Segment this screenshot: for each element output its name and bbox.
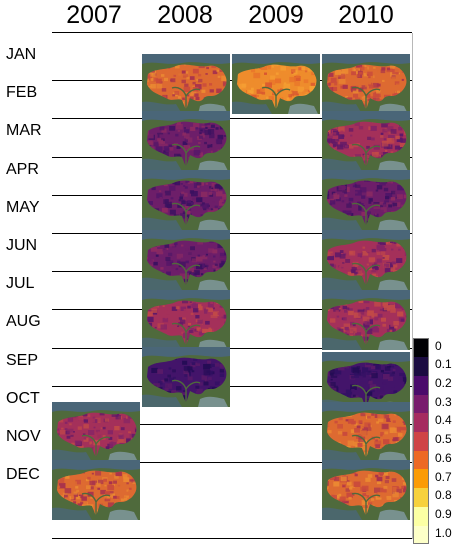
colorbar-swatch [413,450,429,470]
satellite-tile-2007-nov-dec [52,460,140,520]
row-divider [52,118,412,120]
row-divider [52,233,412,235]
colorbar-swatch [413,338,429,358]
month-label-jun: JUN [6,237,38,254]
colorbar-label: 0.9 [435,507,452,522]
month-label-apr: APR [6,160,39,178]
colorbar-label: 0.6 [435,450,452,465]
colorbar-frame [413,338,429,544]
row-divider [52,157,412,159]
colorbar-swatch [413,412,429,433]
satellite-tile-2007-oct-nov [52,402,140,462]
satellite-tile-2008-jun-jul [142,230,230,290]
satellite-tile-2010-mar-apr [322,111,410,171]
month-label-jul: JUL [6,275,35,293]
month-label-feb: FEB [6,84,38,102]
right-border [412,33,413,539]
colorbar-label: 0.5 [435,432,452,447]
satellite-tile-2010-jan-feb [322,54,410,114]
month-label-may: MAY [6,198,40,216]
satellite-tile-2008-apr-may [142,170,230,230]
satellite-tile-2008-mar-apr [142,111,230,171]
row-divider [52,462,412,464]
row-divider [52,195,412,197]
colorbar-swatch [413,469,429,489]
satellite-tile-2010-apr-may [322,170,410,230]
colorbar-label: 1.0 [435,525,452,540]
colorbar-swatch [413,431,429,451]
satellite-tile-2010-jun-jul [322,230,410,290]
month-label-oct: OCT [6,389,40,407]
colorbar-swatch [413,356,429,376]
row-divider [52,309,412,311]
row-divider [52,271,412,273]
month-label-sep: SEP [6,351,39,369]
colorbar-label: 0.3 [435,394,452,409]
satellite-tile-2010-nov-dec [322,460,410,520]
colorbar-label: 0.1 [435,357,452,372]
row-divider [52,424,412,426]
satellite-tile-2008-jan-feb [142,54,230,114]
satellite-tile-2010-jul-aug [322,290,410,350]
colorbar-swatch [413,375,429,395]
month-label-aug: AUG [6,313,41,331]
year-header-2007: 2007 [66,1,122,29]
year-header-2010: 2010 [338,1,394,29]
colorbar-swatch [413,487,429,507]
colorbar-swatch [413,525,429,545]
month-label-mar: MAR [6,122,42,140]
colorbar-label: 0.8 [435,488,452,503]
colorbar-swatch [413,394,429,414]
colorbar-swatch [413,506,429,526]
row-divider [52,386,412,388]
bottom-rule [52,538,412,540]
colorbar-label: 0.4 [435,413,452,428]
colorbar-label: 0 [435,338,442,353]
year-header-2008: 2008 [157,1,213,29]
colorbar-label: 0.2 [435,375,452,390]
colorbar-label: 0.7 [435,469,452,484]
satellite-tile-2008-aug-sep [142,347,230,407]
month-label-jan: JAN [6,46,37,63]
year-header-2009: 2009 [248,1,304,29]
month-label-nov: NOV [6,428,41,445]
top-rule [52,32,412,34]
row-divider [52,348,412,350]
satellite-tile-2008-jul-aug [142,290,230,350]
satellite-tile-2010-oct-nov [322,402,410,462]
satellite-tile-2009-jan-feb [232,54,320,114]
month-label-dec: DEC [6,466,40,484]
